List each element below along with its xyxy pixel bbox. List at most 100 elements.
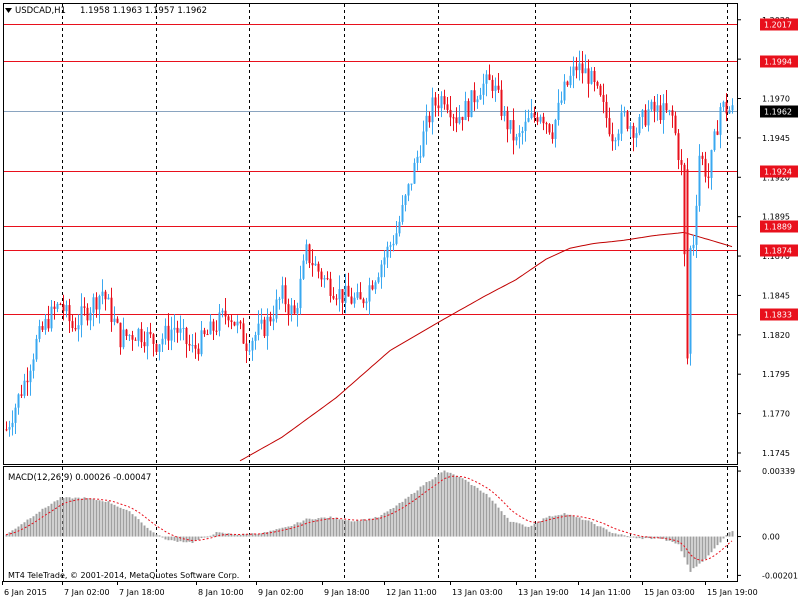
candle-body[interactable] (533, 113, 536, 118)
candle-body[interactable] (572, 66, 575, 76)
candle-body[interactable] (683, 164, 686, 255)
candle-body[interactable] (548, 124, 551, 133)
candle-body[interactable] (206, 334, 209, 336)
candle-body[interactable] (197, 348, 200, 355)
candle-body[interactable] (731, 105, 734, 111)
candle-body[interactable] (602, 95, 605, 102)
candle-body[interactable] (50, 306, 53, 329)
candle-body[interactable] (278, 298, 281, 300)
candle-body[interactable] (74, 328, 77, 330)
candle-body[interactable] (407, 184, 410, 196)
candle-body[interactable] (503, 110, 506, 116)
candle-body[interactable] (596, 81, 599, 86)
candle-body[interactable] (728, 110, 731, 114)
candle-body[interactable] (92, 297, 95, 313)
candle-body[interactable] (302, 260, 305, 279)
candle-body[interactable] (176, 327, 179, 333)
candle-body[interactable] (698, 155, 701, 206)
candle-body[interactable] (161, 338, 164, 345)
candle-body[interactable] (590, 70, 593, 84)
candle-body[interactable] (359, 292, 362, 300)
candle-body[interactable] (485, 74, 488, 84)
candle-body[interactable] (203, 330, 206, 335)
candle-body[interactable] (269, 316, 272, 322)
candle-body[interactable] (227, 316, 230, 321)
candle-body[interactable] (218, 312, 221, 331)
candle-body[interactable] (179, 328, 182, 333)
candle-body[interactable] (53, 306, 56, 309)
horizontal-levels[interactable] (4, 24, 737, 315)
candle-body[interactable] (647, 109, 650, 126)
candle-body[interactable] (521, 131, 524, 134)
candle-body[interactable] (281, 285, 284, 299)
candle-body[interactable] (83, 306, 86, 308)
candle-body[interactable] (320, 271, 323, 280)
candle-body[interactable] (113, 318, 116, 322)
candle-body[interactable] (692, 244, 695, 249)
candle-body[interactable] (452, 117, 455, 119)
candle-body[interactable] (275, 299, 278, 319)
candle-body[interactable] (107, 297, 110, 300)
candle-body[interactable] (425, 115, 428, 132)
candle-body[interactable] (5, 429, 8, 431)
candle-body[interactable] (416, 156, 419, 163)
candle-body[interactable] (620, 112, 623, 134)
candle-body[interactable] (371, 285, 374, 290)
candle-body[interactable] (464, 101, 467, 120)
candle-body[interactable] (395, 233, 398, 244)
candle-body[interactable] (98, 295, 101, 310)
candle-body[interactable] (23, 380, 26, 396)
candle-body[interactable] (215, 330, 218, 332)
candle-body[interactable] (527, 118, 530, 122)
candle-body[interactable] (140, 328, 143, 343)
candle-body[interactable] (638, 117, 641, 134)
candle-body[interactable] (374, 282, 377, 290)
candle-body[interactable] (248, 350, 251, 352)
candle-body[interactable] (662, 103, 665, 120)
candle-body[interactable] (437, 105, 440, 109)
candle-body[interactable] (284, 285, 287, 305)
candle-body[interactable] (365, 301, 368, 304)
candle-body[interactable] (68, 305, 71, 322)
candle-body[interactable] (473, 90, 476, 103)
candle-body[interactable] (719, 107, 722, 135)
candle-body[interactable] (431, 97, 434, 123)
candle-body[interactable] (497, 85, 500, 90)
candle-body[interactable] (449, 109, 452, 118)
candle-body[interactable] (146, 331, 149, 347)
candle-body[interactable] (32, 359, 35, 371)
candle-body[interactable] (545, 123, 548, 125)
candle-body[interactable] (239, 321, 242, 324)
candle-body[interactable] (236, 321, 239, 326)
candle-body[interactable] (317, 263, 320, 272)
candle-body[interactable] (194, 345, 197, 349)
candle-body[interactable] (488, 74, 491, 80)
candle-body[interactable] (65, 305, 68, 312)
candle-body[interactable] (614, 140, 617, 142)
candle-body[interactable] (551, 132, 554, 139)
candle-body[interactable] (242, 323, 245, 344)
candle-body[interactable] (569, 75, 572, 86)
candle-body[interactable] (311, 263, 314, 266)
candle-body[interactable] (26, 380, 29, 383)
candle-body[interactable] (713, 131, 716, 151)
candle-body[interactable] (95, 297, 98, 310)
candle-body[interactable] (440, 96, 443, 109)
candle-body[interactable] (677, 133, 680, 161)
candle-body[interactable] (608, 118, 611, 135)
candle-body[interactable] (59, 303, 62, 305)
candle-body[interactable] (77, 325, 80, 330)
candle-body[interactable] (524, 121, 527, 132)
candle-body[interactable] (293, 305, 296, 314)
candle-body[interactable] (182, 327, 185, 329)
candle-body[interactable] (8, 427, 11, 430)
candle-body[interactable] (353, 297, 356, 304)
candle-body[interactable] (494, 85, 497, 91)
candle-body[interactable] (299, 278, 302, 309)
candle-body[interactable] (428, 115, 431, 123)
candle-body[interactable] (296, 308, 299, 314)
candle-body[interactable] (158, 344, 161, 352)
candle-body[interactable] (617, 133, 620, 141)
candle-body[interactable] (62, 304, 65, 312)
candle-body[interactable] (131, 335, 134, 340)
